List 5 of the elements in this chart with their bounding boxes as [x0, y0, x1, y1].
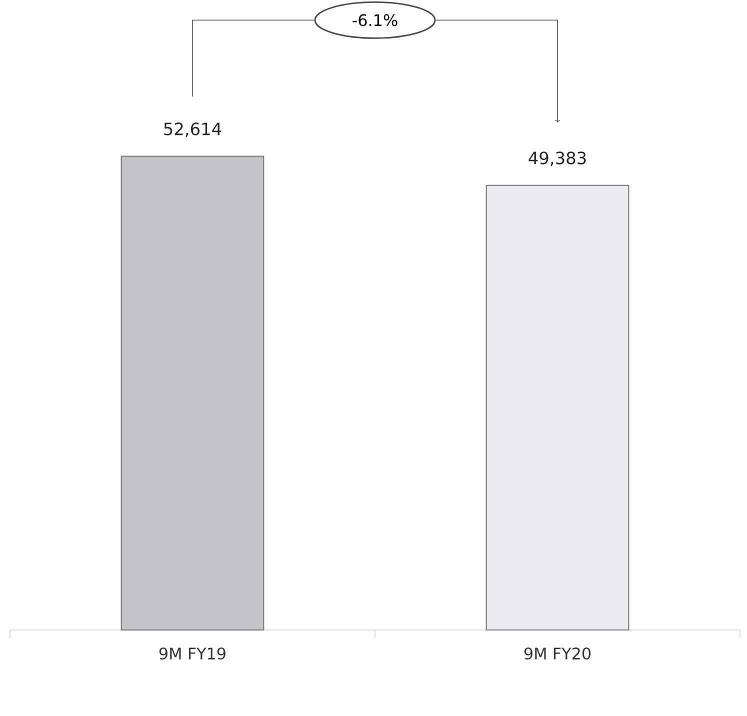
data-label: 49,383: [528, 152, 586, 166]
x-tick-label: 9M FY19: [159, 648, 226, 660]
text: -6.1%: [352, 14, 398, 26]
x-tick-label: 9M FY20: [524, 648, 590, 660]
data-label: 52,614: [164, 122, 222, 138]
